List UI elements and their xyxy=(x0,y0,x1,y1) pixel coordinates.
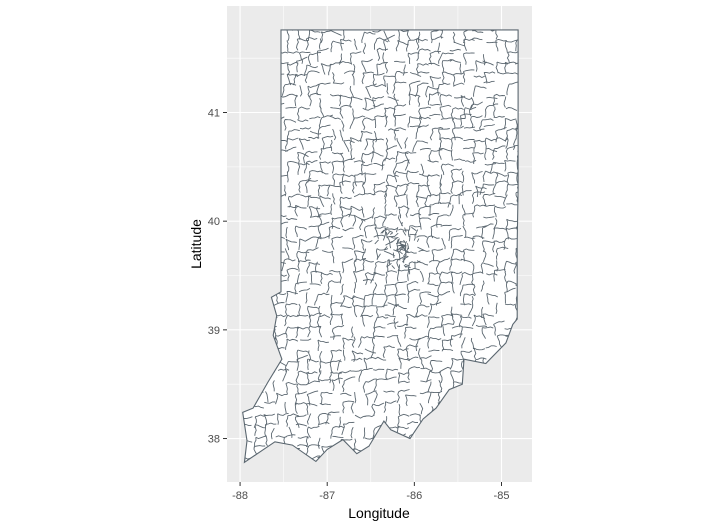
y-tick-label: 38 xyxy=(208,434,220,446)
y-axis-title: Latitude xyxy=(188,219,204,269)
x-tick-label: -85 xyxy=(494,490,510,502)
x-tick-label: -88 xyxy=(232,490,248,502)
x-axis-title: Longitude xyxy=(348,505,410,521)
y-tick-label: 40 xyxy=(208,216,220,228)
axis-ticks: -88 -87 -86 -85 38 39 40 41 xyxy=(208,108,510,502)
x-tick-label: -86 xyxy=(406,490,422,502)
y-tick-label: 41 xyxy=(208,108,220,120)
state-outline xyxy=(242,29,519,464)
x-tick-label: -87 xyxy=(319,490,335,502)
y-tick-label: 39 xyxy=(208,325,220,337)
